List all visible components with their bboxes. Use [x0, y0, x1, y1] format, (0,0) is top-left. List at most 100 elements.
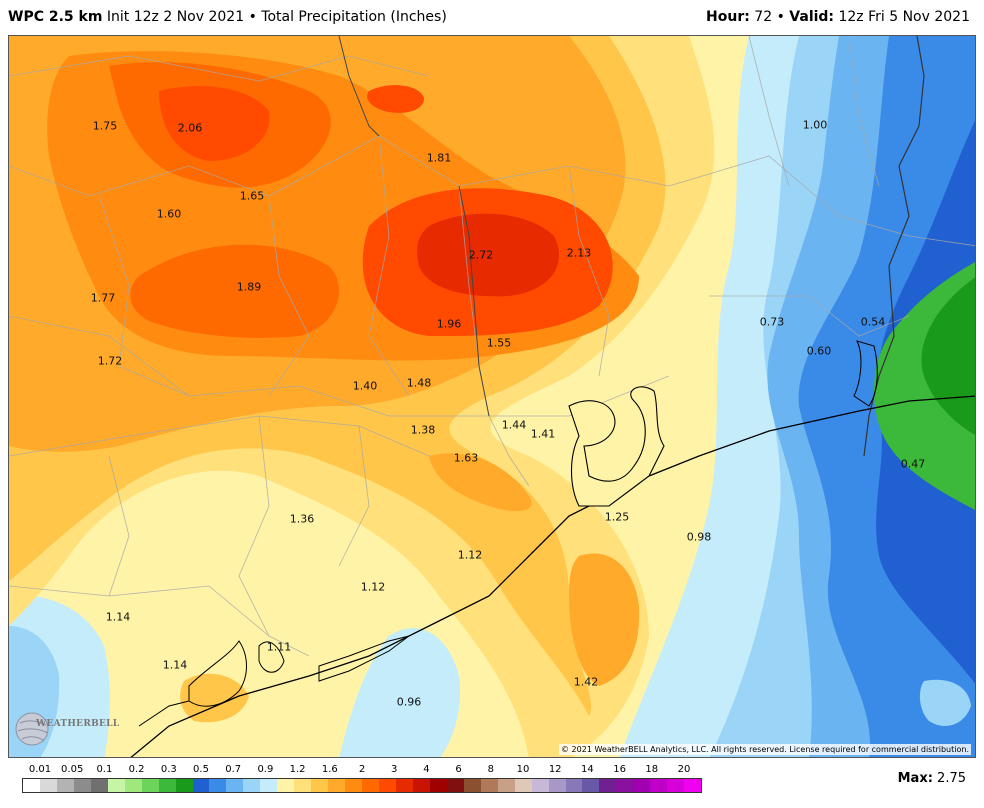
precip-value: 0.60 [806, 344, 832, 358]
legend-label: 0.9 [257, 764, 274, 775]
legend-label: 10 [516, 764, 530, 775]
legend-swatch [463, 779, 481, 792]
precip-value: 0.96 [396, 695, 422, 709]
precip-value: 1.72 [97, 354, 123, 368]
model-name: WPC 2.5 km [8, 9, 103, 25]
separator: • [248, 9, 257, 25]
legend-label: 12 [548, 764, 562, 775]
precip-value: 1.12 [457, 548, 483, 562]
valid-label: Valid: [789, 9, 835, 25]
hour-value: 72 [754, 9, 773, 25]
legend-swatch [294, 779, 312, 792]
legend-swatch [548, 779, 566, 792]
precip-value: 1.41 [530, 427, 556, 441]
legend-swatch [514, 779, 532, 792]
precip-legend: 0.01 0.05 0.1 0.2 0.3 0.5 0.7 0.9 1.2 1.6 2 3 4 6 8 10 1… [22, 764, 702, 804]
max-label: Max: [897, 771, 933, 786]
legend-swatch [480, 779, 498, 792]
legend-swatch [650, 779, 668, 792]
legend-color-bar [22, 778, 702, 793]
precip-value: 1.25 [604, 510, 630, 524]
separator-2: • [776, 9, 785, 25]
legend-label: 0.5 [193, 764, 209, 775]
precip-value: 1.81 [426, 151, 452, 165]
logo-text: WEATHERBELL [36, 719, 120, 729]
legend-swatch [633, 779, 651, 792]
legend-swatch [531, 779, 549, 792]
precip-value: 1.44 [501, 418, 527, 432]
precip-value: 2.06 [177, 121, 203, 135]
legend-swatch [209, 779, 227, 792]
precip-value: 0.54 [860, 315, 886, 329]
legend-swatch [73, 779, 91, 792]
map-shading [9, 36, 975, 757]
precip-value: 2.13 [566, 246, 592, 260]
legend-swatch [412, 779, 430, 792]
legend-label: 1.2 [289, 764, 306, 775]
legend-swatch [158, 779, 176, 792]
legend-label: 2 [358, 764, 366, 775]
precip-value: 2.72 [468, 248, 494, 262]
legend-swatch [497, 779, 515, 792]
legend-swatch [23, 779, 40, 792]
legend-labels: 0.01 0.05 0.1 0.2 0.3 0.5 0.7 0.9 1.2 1.6 2 3 4 6 8 10 1… [22, 764, 702, 778]
legend-swatch [192, 779, 210, 792]
legend-swatch [141, 779, 159, 792]
legend-label: 4 [423, 764, 430, 775]
precip-value: 1.36 [289, 512, 315, 526]
legend-label: 0.2 [128, 764, 145, 775]
legend-label: 0.1 [96, 764, 113, 775]
legend-swatch [616, 779, 634, 792]
legend-swatch [582, 779, 600, 792]
legend-label: 0.01 [28, 764, 52, 775]
legend-swatch [599, 779, 617, 792]
legend-label: 14 [581, 764, 594, 775]
legend-swatch [124, 779, 142, 792]
legend-swatch [379, 779, 396, 792]
precip-value: 1.14 [105, 610, 131, 624]
legend-swatch [667, 779, 685, 792]
precipitation-map[interactable]: 1.75 2.06 1.81 1.00 1.65 1.60 2.72 2.13 … [8, 35, 976, 758]
legend-swatch [107, 779, 125, 792]
legend-swatch [362, 779, 380, 792]
precip-value: 1.42 [573, 675, 599, 689]
legend-swatch [243, 779, 261, 792]
precip-value: 1.00 [802, 118, 828, 132]
precip-value: 1.48 [406, 376, 432, 390]
legend-swatch [226, 779, 244, 792]
precip-value: 1.96 [436, 317, 462, 331]
legend-label: 0.05 [61, 764, 84, 775]
legend-label: 0.3 [160, 764, 177, 775]
legend-swatch [175, 779, 193, 792]
legend-label: 0.7 [225, 764, 242, 775]
legend-label: 20 [677, 764, 691, 775]
precip-value: 1.14 [162, 658, 188, 672]
weatherbell-logo: WEATHERBELL [14, 709, 119, 749]
legend-swatch [311, 779, 329, 792]
precip-value: 1.60 [156, 207, 182, 221]
logo-globe-icon [15, 712, 49, 746]
legend-swatch [446, 779, 464, 792]
max-value: 2.75 [937, 771, 966, 786]
header-title: WPC 2.5 km Init 12z 2 Nov 2021 • Total P… [8, 0, 447, 34]
precip-value: 1.77 [90, 291, 116, 305]
legend-label: 1.6 [321, 764, 338, 775]
product-name: Total Precipitation (Inches) [261, 9, 447, 25]
precip-value: 1.63 [453, 451, 479, 465]
legend-label: 16 [613, 764, 626, 775]
precip-value: 1.55 [486, 336, 512, 350]
init-time: Init 12z 2 Nov 2021 [106, 9, 245, 25]
precip-value: 1.11 [266, 640, 292, 654]
precip-value: 1.75 [92, 119, 118, 133]
legend-swatch [429, 779, 447, 792]
precip-value: 0.98 [686, 530, 712, 544]
legend-swatch [39, 779, 57, 792]
legend-swatch [395, 779, 413, 792]
hour-label: Hour: [706, 9, 750, 25]
max-value-readout: Max: 2.75 [898, 771, 966, 786]
header: WPC 2.5 km Init 12z 2 Nov 2021 • Total P… [0, 0, 984, 34]
valid-value: 12z Fri 5 Nov 2021 [838, 9, 970, 25]
precip-value: 0.73 [759, 315, 785, 329]
precip-value: 1.12 [360, 580, 386, 594]
legend-swatch [56, 779, 74, 792]
